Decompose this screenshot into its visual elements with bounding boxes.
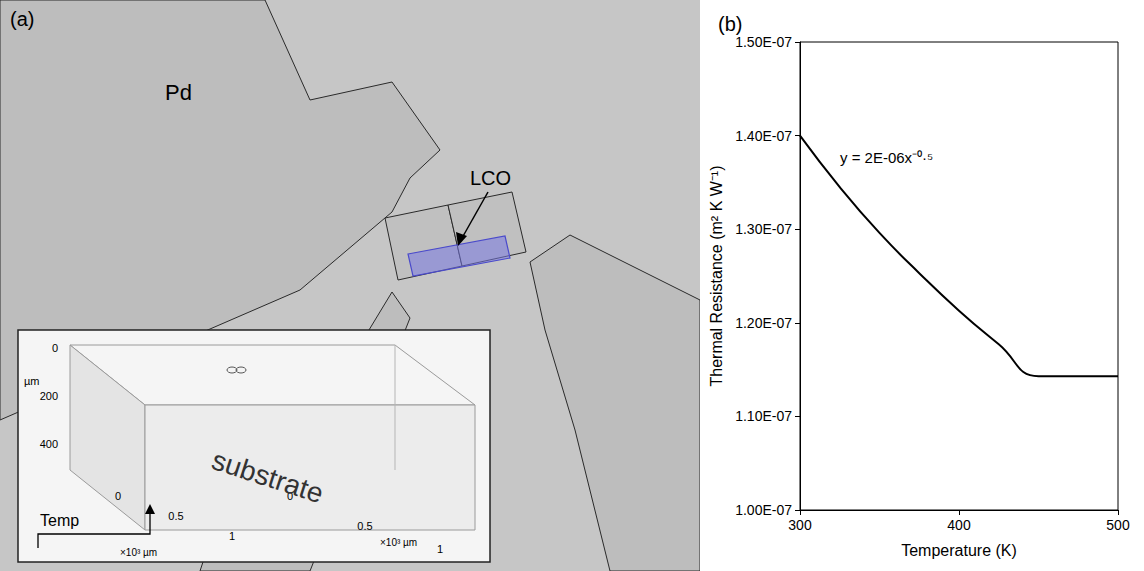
svg-text:400: 400 — [947, 517, 971, 533]
svg-text:1.00E-07: 1.00E-07 — [735, 502, 792, 518]
svg-text:1.30E-07: 1.30E-07 — [735, 221, 792, 237]
svg-text:Thermal Resistance (m² K W⁻¹): Thermal Resistance (m² K W⁻¹) — [708, 165, 725, 386]
svg-text:1.40E-07: 1.40E-07 — [735, 128, 792, 144]
svg-text:µm: µm — [24, 375, 40, 387]
svg-text:300: 300 — [788, 517, 812, 533]
svg-text:1.20E-07: 1.20E-07 — [735, 315, 792, 331]
svg-text:0.5: 0.5 — [168, 510, 183, 522]
svg-text:0: 0 — [115, 490, 121, 502]
svg-text:y = 2E-06x⁻⁰·⁵: y = 2E-06x⁻⁰·⁵ — [840, 149, 933, 166]
svg-text:400: 400 — [40, 438, 58, 450]
svg-text:1: 1 — [229, 530, 235, 542]
svg-text:×10³ µm: ×10³ µm — [380, 537, 417, 548]
svg-text:LCO: LCO — [470, 167, 511, 189]
svg-text:Temperature (K): Temperature (K) — [901, 542, 1017, 559]
svg-text:(a): (a) — [10, 8, 34, 30]
svg-text:500: 500 — [1106, 517, 1130, 533]
svg-text:1: 1 — [437, 543, 443, 555]
svg-text:Pd: Pd — [165, 80, 192, 105]
svg-text:0.5: 0.5 — [357, 520, 372, 532]
svg-text:Temp: Temp — [40, 512, 79, 529]
svg-text:substrate: substrate — [208, 444, 327, 509]
svg-text:1.50E-07: 1.50E-07 — [735, 34, 792, 50]
svg-text:200: 200 — [40, 390, 58, 402]
svg-text:(b): (b) — [718, 13, 742, 35]
svg-text:1.10E-07: 1.10E-07 — [735, 408, 792, 424]
svg-text:0: 0 — [52, 342, 58, 354]
svg-text:×10³ µm: ×10³ µm — [120, 547, 157, 558]
